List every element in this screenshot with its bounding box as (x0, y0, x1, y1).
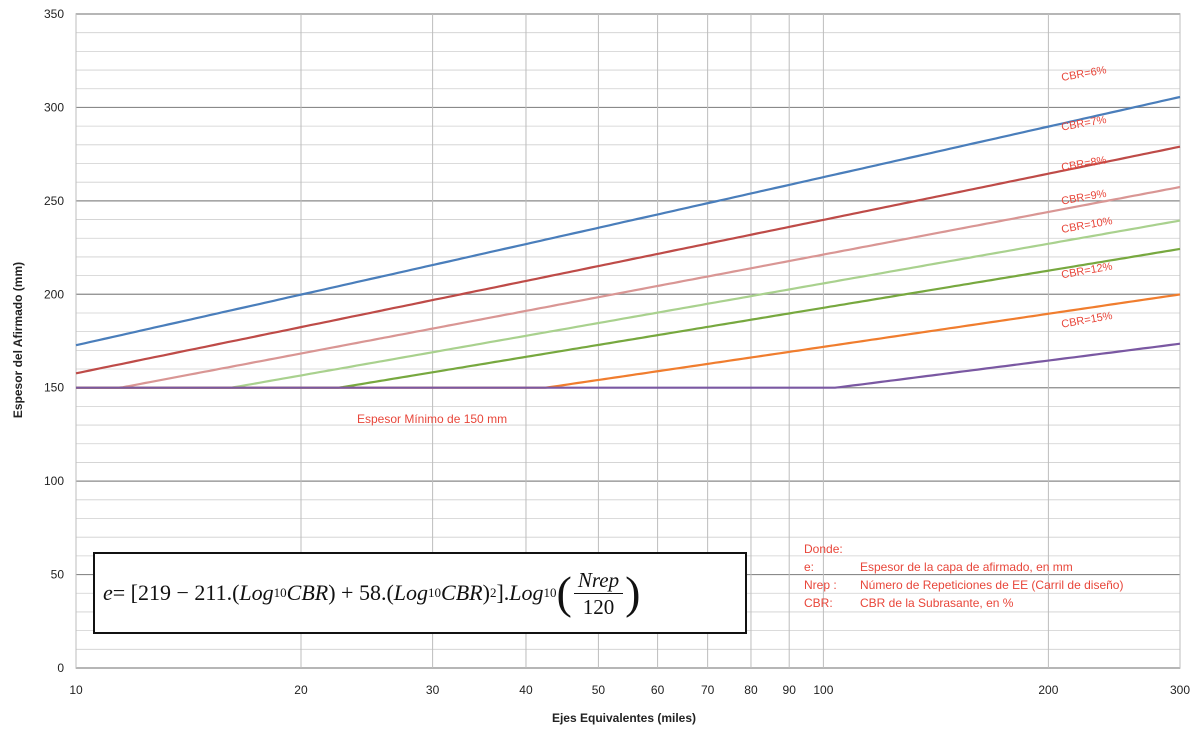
x-tick-label: 40 (519, 683, 533, 697)
x-tick-label: 60 (651, 683, 665, 697)
x-tick-label: 10 (69, 683, 83, 697)
legend-note-row: CBR: CBR de la Subrasante, en % (804, 594, 1184, 612)
y-tick-label: 100 (44, 474, 64, 488)
legend-note-value: Espesor de la capa de afirmado, en mm (860, 560, 1073, 574)
formula-part1: = [219 − 211.( (112, 580, 240, 605)
y-tick-label: 0 (57, 661, 64, 675)
formula-numerator: Nrep (573, 567, 624, 594)
y-tick-label: 50 (51, 568, 65, 582)
tick-labels: 10 20 30 40 50 60 70 80 90 100 200 300 0 50 100 150 200 2… (44, 7, 1190, 697)
legend-note-key: Nrep : (804, 578, 837, 592)
formula-box: e = [219 − 211.( Log 10 CBR ) + 58.( Log 10… (93, 552, 747, 634)
formula-log3: Log (509, 580, 544, 605)
x-tick-label: 100 (813, 683, 833, 697)
formula-log2-base: 10 (428, 585, 442, 600)
formula-log2: Log (393, 580, 429, 605)
y-axis-title: Espesor del Afirmado (mm) (11, 262, 25, 418)
formula-denominator: 120 (582, 594, 615, 619)
x-tick-label: 20 (294, 683, 308, 697)
legend-note-key: CBR: (804, 596, 833, 610)
y-tick-label: 350 (44, 7, 64, 21)
formula-log1: Log (239, 580, 274, 605)
formula-exponent: 2 (489, 585, 497, 600)
formula-open-paren: ( (556, 567, 572, 618)
x-tick-label: 70 (701, 683, 715, 697)
x-tick-label: 200 (1038, 683, 1058, 697)
y-tick-label: 250 (44, 194, 64, 208)
formula-part2: ) + 58.( (328, 580, 394, 605)
legend-note-row: e: Espesor de la capa de afirmado, en mm (804, 558, 1184, 576)
formula-log3-base: 10 (543, 585, 557, 600)
x-tick-label: 30 (426, 683, 440, 697)
formula-cbr2: CBR (441, 580, 483, 605)
formula-part3: ) (482, 580, 490, 605)
legend-notes: Donde: e: Espesor de la capa de afirmado… (804, 540, 1184, 660)
y-tick-label: 150 (44, 381, 64, 395)
legend-notes-title: Donde: (804, 542, 843, 556)
formula-part4: ]. (496, 580, 510, 605)
formula-close-paren: ) (625, 567, 641, 618)
x-axis-title: Ejes Equivalentes (miles) (552, 711, 696, 725)
legend-note-value: Número de Repeticiones de EE (Carril de … (860, 578, 1124, 592)
legend-note-row: Nrep : Número de Repeticiones de EE (Car… (804, 576, 1184, 594)
series-lines (75, 95, 1181, 389)
formula-cbr1: CBR (286, 580, 329, 605)
series-line (76, 342, 1181, 389)
series-line (75, 145, 1181, 375)
y-tick-label: 300 (44, 100, 64, 114)
formula-lhs: e (103, 580, 113, 605)
x-tick-label: 80 (744, 683, 758, 697)
y-tick-label: 200 (44, 287, 64, 301)
series-line (76, 219, 1181, 389)
x-tick-label: 300 (1170, 683, 1190, 697)
series-line (76, 185, 1181, 389)
x-tick-label: 50 (592, 683, 606, 697)
legend-note-value: CBR de la Subrasante, en % (860, 596, 1014, 610)
formula-fraction: Nrep 120 (573, 567, 624, 620)
series-line (75, 95, 1181, 347)
legend-note-key: e: (804, 560, 815, 574)
minimum-thickness-label: Espesor Mínimo de 150 mm (357, 412, 507, 426)
formula-log1-base: 10 (273, 585, 287, 600)
x-tick-label: 90 (783, 683, 797, 697)
